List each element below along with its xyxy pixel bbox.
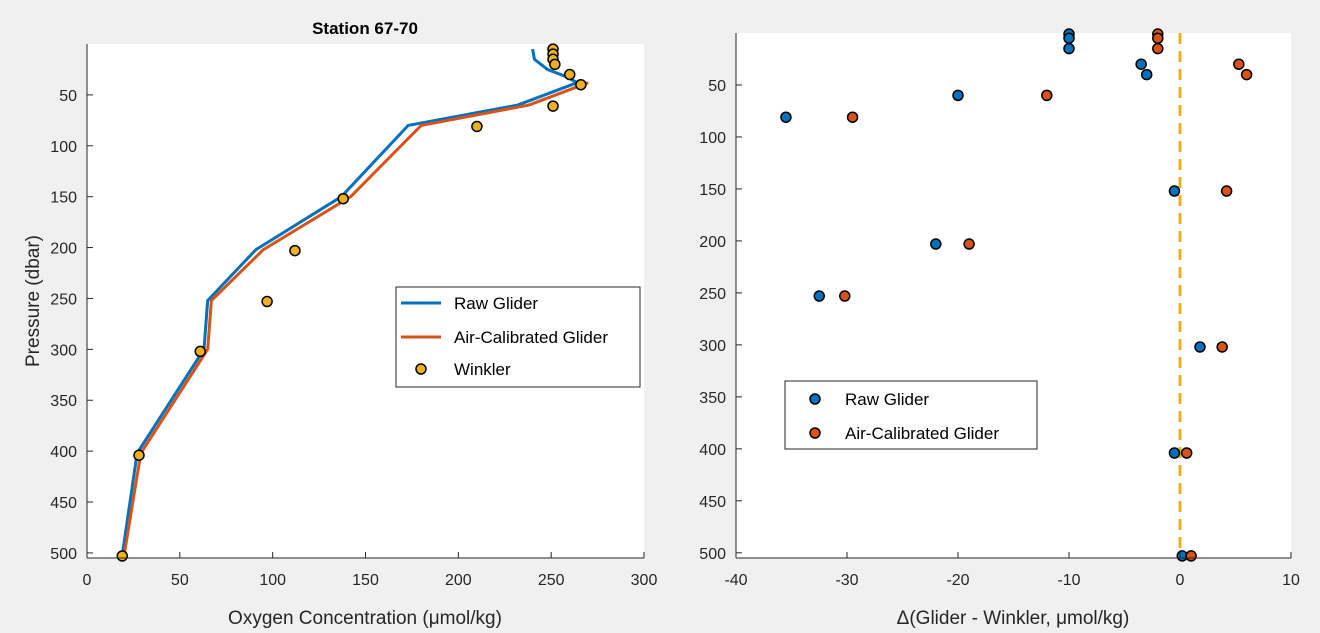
chart-left-x-tick-label: 50 [171,572,189,589]
air-calibrated-glider-delta-point [1152,42,1164,55]
chart-right-y-tick-label: 500 [699,546,726,563]
series-line-air-calibrated-glider [122,81,589,556]
chart-right-legend-box [784,380,1038,450]
legend-air-calibrated-marker [809,427,821,439]
chart-left-y-tick-label: 150 [50,190,77,207]
winkler-point [289,244,301,257]
chart-left-y-tick-label: 350 [50,393,77,410]
chart-left-x-tick-label: 200 [445,572,472,589]
chart-right-plot-area [736,33,1291,558]
chart-left-y-tick-label: 400 [50,444,77,461]
chart-right: -40 -30 -20 -10 0 10 50 100 150 200 250 300 350 400 45… [699,28,1300,629]
chart-left-y-tick-label: 50 [59,88,77,105]
chart-right-y-tick-label: 250 [699,286,726,303]
chart-right-x-tick-label: 10 [1282,572,1300,589]
winkler-point [547,100,559,112]
chart-right-y-tick-label: 50 [708,78,726,95]
chart-right-y-tick-label: 150 [699,182,726,199]
air-calibrated-glider-delta-point [1216,341,1228,353]
winkler-point [261,295,273,308]
chart-left-title: Station 67-70 [312,19,418,38]
air-calibrated-glider-delta-point [1240,68,1253,81]
air-calibrated-glider-delta-point [963,238,975,250]
chart-left-x-tick-label: 0 [83,572,92,589]
legend-winkler-label: Winkler [454,360,511,379]
chart-right-x-axis-label: Δ(Glider - Winkler, μmol/kg) [897,608,1130,629]
air-calibrated-glider-delta-point [1041,89,1053,102]
raw-glider-delta-point [813,290,825,302]
chart-right-y-tick-label: 100 [699,130,726,147]
air-calibrated-glider-delta-point [846,111,859,123]
chart-right-y-tick-label: 450 [699,494,726,511]
raw-glider-delta-point [930,238,942,250]
winkler-point [194,345,207,358]
air-calibrated-glider-delta-point [1220,185,1233,197]
chart-left-y-tick-label: 500 [50,546,77,563]
chart-right-legend: Raw Glider Air-Calibrated Glider [784,380,1038,450]
winkler-point [337,192,349,205]
chart-left-y-tick-label: 300 [50,342,77,359]
winkler-point [133,449,145,461]
chart-left-x-tick-label: 150 [352,572,379,589]
raw-glider-delta-point [952,89,964,102]
air-calibrated-glider-delta-point [1180,447,1193,459]
chart-left-y-tick-label: 200 [50,241,77,258]
chart-left-y-tick-label: 450 [50,495,77,512]
winkler-point [563,68,576,81]
chart-right-y-tick-label: 400 [699,442,726,459]
chart-right-y-tick-label: 200 [699,234,726,251]
chart-right-y-tick-label: 300 [699,338,726,355]
chart-right-x-tick-label: -40 [724,572,747,589]
raw-glider-delta-point [1194,341,1206,353]
air-calibrated-glider-delta-point [1152,32,1164,44]
air-calibrated-glider-delta-point [839,290,851,302]
raw-glider-delta-point [1063,32,1075,44]
chart-right-x-tick-label: -20 [946,572,969,589]
chart-right-x-tick-label: -10 [1057,572,1080,589]
legend-right-raw-glider-label: Raw Glider [845,390,929,409]
legend-raw-glider-label: Raw Glider [454,294,538,313]
chart-left-x-tick-label: 100 [259,572,286,589]
chart-left-y-tick-label: 100 [50,139,77,156]
raw-glider-delta-point [780,111,792,123]
raw-glider-delta-point [1063,42,1075,55]
chart-left-y-tick-label: 250 [50,291,77,308]
winkler-point [549,58,561,71]
legend-raw-glider-marker [809,393,821,405]
air-calibrated-glider-delta-point [1185,550,1197,562]
chart-left-x-tick-label: 300 [631,572,658,589]
chart-left-y-axis-label: Pressure (dbar) [23,235,44,367]
winkler-point [575,78,587,91]
winkler-point [471,120,483,133]
chart-left-x-tick-label: 250 [538,572,565,589]
raw-glider-delta-point [1135,58,1147,70]
raw-glider-delta-point [1168,447,1181,459]
winkler-point [116,550,129,562]
legend-air-calibrated-label: Air-Calibrated Glider [454,328,608,347]
legend-right-air-calibrated-label: Air-Calibrated Glider [845,424,999,443]
raw-glider-delta-point [1140,68,1153,81]
chart-right-x-tick-label: -30 [835,572,858,589]
legend-winkler-marker [415,363,427,375]
chart-right-x-tick-label: 0 [1176,572,1185,589]
chart-left-x-axis-label: Oxygen Concentration (μmol/kg) [228,608,502,629]
raw-glider-delta-point [1168,185,1181,197]
chart-left: 0 50 100 150 200 250 300 50 100 150 200 250 300 350 40… [23,19,657,629]
chart-left-legend: Raw Glider Air-Calibrated Glider Winkler [395,286,641,388]
air-calibrated-glider-delta-point [1233,58,1245,70]
chart-right-y-tick-label: 350 [699,390,726,407]
